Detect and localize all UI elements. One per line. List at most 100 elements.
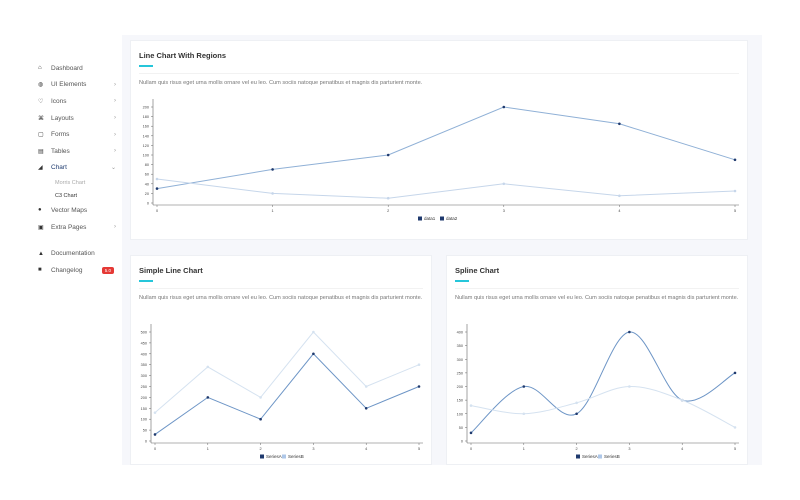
card-description: Nullam quis risus eget urna mollis ornar… (139, 72, 739, 87)
y-tick-label: 200 (457, 385, 463, 389)
sidebar-item[interactable]: ◢ Chart ⌄ (30, 160, 122, 177)
data-point (575, 412, 578, 416)
y-tick-label: 80 (145, 163, 149, 167)
y-tick-label: 0 (461, 440, 463, 444)
chevron-right-icon: › (114, 81, 116, 88)
sidebar-item[interactable]: ■ Changelog 5.0 (30, 262, 122, 279)
doc-icon: ▲ (38, 250, 44, 257)
calendar-icon: ▢ (38, 132, 44, 139)
y-tick-label: 20 (145, 192, 149, 196)
sidebar-item[interactable]: ▲ Documentation (30, 245, 122, 262)
data-point (522, 412, 526, 416)
submenu-label: Morris Chart (55, 179, 86, 186)
y-tick-label: 120 (143, 144, 149, 148)
data-point (522, 385, 526, 388)
y-tick-label: 100 (457, 412, 463, 416)
y-tick-label: 150 (141, 407, 147, 411)
version-badge: 5.0 (101, 266, 114, 274)
legend-label[interactable]: SeriesB (288, 454, 304, 459)
sidebar-item[interactable]: ▤ Tables › (30, 143, 122, 160)
sidebar-item[interactable]: ♡ Icons › (30, 93, 122, 110)
submenu-label: C3 Chart (55, 192, 78, 199)
x-tick-label: 5 (734, 447, 736, 451)
y-tick-label: 0 (145, 440, 147, 444)
series-line-SeriesA (470, 331, 736, 434)
y-tick-label: 140 (143, 134, 149, 138)
sidebar-item[interactable]: ⌂ Dashboard (30, 60, 122, 77)
divider (30, 235, 122, 245)
series-line-SeriesB (470, 385, 736, 428)
data-point (153, 411, 157, 414)
data-point (271, 168, 274, 171)
x-tick-label: 1 (272, 209, 274, 213)
legend-label[interactable]: SeriesA (266, 454, 282, 459)
submenu-item[interactable]: Morris Chart (30, 176, 122, 189)
data-point (733, 189, 737, 193)
y-tick-label: 50 (459, 426, 463, 430)
chevron-right-icon: › (114, 98, 116, 105)
x-tick-label: 2 (387, 209, 389, 213)
title-accent (455, 280, 469, 282)
y-tick-label: 500 (141, 331, 147, 335)
line-regions-chart: 0 20 40 60 80 100 120 140 160 180 200 0 1 2 3 4 5 data1 da… (143, 99, 739, 221)
card-line-regions: Line Chart With Regions Nullam quis risu… (130, 40, 748, 240)
series-line-SeriesB (154, 331, 420, 414)
sidebar-item-label: Tables (51, 147, 70, 155)
x-tick-label: 0 (154, 447, 156, 451)
x-tick-label: 4 (365, 447, 367, 451)
sidebar-item-label: Vector Maps (51, 206, 88, 214)
x-tick-label: 0 (156, 209, 158, 213)
legend-swatch (282, 454, 286, 459)
sidebar-item-label: Chart (51, 164, 67, 172)
y-tick-label: 300 (457, 358, 463, 362)
data-point (502, 182, 506, 186)
card-title: Simple Line Chart (139, 266, 203, 275)
home-icon: ⌂ (38, 65, 42, 72)
y-tick-label: 300 (141, 374, 147, 378)
sidebar-item-label: UI Elements (51, 81, 87, 89)
chevron-right-icon: › (114, 148, 116, 155)
y-tick-label: 40 (145, 182, 149, 186)
sidebar-item[interactable]: ▢ Forms › (30, 126, 122, 143)
series-line-SeriesA (154, 353, 420, 435)
sidebar-item[interactable]: ⌘ Layouts › (30, 110, 122, 127)
sidebar-item[interactable]: ◍ UI Elements › (30, 77, 122, 94)
y-tick-label: 350 (457, 344, 463, 348)
legend-label[interactable]: data2 (446, 216, 458, 221)
data-point (312, 352, 315, 356)
legend-swatch (440, 216, 444, 221)
globe-icon: ◍ (38, 82, 44, 89)
sidebar-item-label: Forms (51, 131, 70, 139)
legend-label[interactable]: data1 (424, 216, 436, 221)
sidebar-item-label: Extra Pages (51, 223, 87, 231)
data-point (386, 196, 390, 200)
sidebar: ⌂ Dashboard ◍ UI Elements › ♡ Icons › ⌘ Layouts › ▢… (30, 60, 122, 300)
series-line-data2 (156, 178, 736, 199)
sidebar-item[interactable]: ▣ Extra Pages › (30, 219, 122, 236)
card-title: Line Chart With Regions (139, 51, 227, 60)
legend-swatch (418, 216, 422, 221)
legend-label[interactable]: SeriesA (582, 454, 598, 459)
y-tick-label: 450 (141, 341, 147, 345)
card-title: Spline Chart (455, 266, 500, 275)
submenu-item[interactable]: C3 Chart (30, 189, 122, 202)
y-tick-label: 250 (141, 385, 147, 389)
sidebar-item[interactable]: ● Vector Maps (30, 202, 122, 219)
simple-line-chart: 0 50 100 150 200 250 300 350 400 450 500 0 1 2 3 4 5 Seri… (141, 324, 423, 459)
x-tick-label: 1 (523, 447, 525, 451)
x-tick-label: 4 (681, 447, 683, 451)
sidebar-item-label: Changelog (51, 266, 83, 274)
data-point (733, 371, 737, 375)
x-tick-label: 0 (470, 447, 472, 451)
data-point (155, 177, 159, 181)
y-tick-label: 50 (143, 429, 147, 433)
data-point (259, 417, 262, 421)
y-tick-label: 200 (143, 106, 149, 110)
legend-label[interactable]: SeriesB (604, 454, 620, 459)
data-point (628, 385, 631, 388)
y-tick-label: 400 (141, 352, 147, 356)
data-point (733, 426, 737, 429)
data-point (312, 330, 315, 334)
y-tick-label: 60 (145, 173, 149, 177)
x-tick-label: 1 (207, 447, 209, 451)
